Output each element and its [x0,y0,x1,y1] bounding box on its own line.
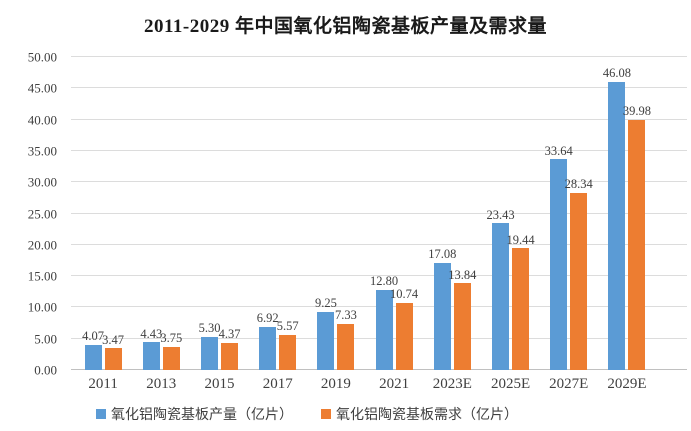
y-axis: 0.00 5.00 10.00 15.00 20.00 25.00 30.00 35.00 40… [0,51,63,377]
y-tick-label: 25.00 [27,206,57,221]
production-bar-2013: 4.43 [140,327,162,370]
gridline [71,118,687,120]
y-tick-label: 5.00 [34,331,57,347]
demand-bar-2027E: 28.34 [565,177,593,370]
demand-bar-2017: 5.57 [277,320,299,370]
bar-group-2011: 4.07 3.47 [74,57,132,370]
data-label: 4.07 [82,328,105,343]
y-tick-label: 50.00 [27,49,57,65]
x-tick-label: 2029E [607,376,647,392]
y-tick-label: 35.00 [27,143,57,159]
y-tick-label: 30.00 [27,174,57,190]
data-label: 6.92 [256,310,279,325]
demand-bar-2029E: 39.98 [623,104,651,370]
bar-group-2029E: 46.08 39.98 [598,57,656,370]
gridline [71,181,687,183]
plot-area: 4.07 3.47 4.43 3.75 5.30 4.37 6.92 5.57 9.25 7.33… [71,56,687,370]
data-label: 12.80 [370,274,399,289]
demand-bar-2015: 4.37 [219,327,240,370]
y-tick-label: 20.00 [27,237,57,253]
legend-item: 氧化铝陶瓷基板需求（亿片） [321,404,518,424]
bar-group-2017: 6.92 5.57 [249,57,307,370]
legend-swatch [321,409,331,419]
y-tick-label: 40.00 [27,112,57,128]
bars-layer: 4.07 3.47 4.43 3.75 5.30 4.37 6.92 5.57 9.25 7.33… [74,57,656,370]
gridline [71,87,687,89]
production-bar-2029E: 46.08 [603,66,631,370]
gridline [71,56,687,57]
bar-group-2013: 4.43 3.75 [132,57,190,370]
production-bar-2021: 12.80 [370,274,398,370]
x-tick-label: 2025E [490,376,531,392]
production-bar-2015: 5.30 [199,321,220,370]
y-tick-label: 10.00 [27,299,57,315]
x-tick-label: 2019 [320,376,351,392]
demand-bar-2019: 7.33 [335,309,357,370]
x-tick-label: 2017 [262,376,293,392]
x-tick-label: 2027E [549,376,589,392]
bar-group-2021: 12.80 10.74 [365,57,423,370]
data-label: 13.84 [448,267,477,282]
y-tick-label: 45.00 [27,80,57,96]
legend-label: 氧化铝陶瓷基板需求（亿片） [336,408,518,423]
x-tick-label: 2023E [432,376,472,392]
data-label: 33.64 [544,143,573,158]
y-tick-label: 15.00 [27,268,57,284]
demand-bar-2013: 3.75 [160,331,182,370]
data-label: 23.43 [486,207,515,222]
production-bar-2023E: 17.08 [428,248,456,370]
data-label: 39.98 [622,103,651,118]
x-tick-label: 2015 [204,376,235,392]
gridline [71,212,687,214]
legend-label: 氧化铝陶瓷基板产量（亿片） [111,408,293,423]
bar-group-2027E: 33.64 28.34 [540,57,598,370]
production-bar-2011: 4.07 [82,329,104,370]
production-bar-2017: 6.92 [257,311,279,370]
y-tick-label: 0.00 [34,362,57,378]
legend-item: 氧化铝陶瓷基板产量（亿片） [96,404,293,424]
production-bar-2025E: 23.43 [486,208,515,370]
data-label: 19.44 [506,232,535,247]
demand-bar-2023E: 13.84 [448,268,476,370]
bar-group-2025E: 23.43 19.44 [481,57,539,370]
data-label: 3.75 [160,330,183,345]
demand-bar-2021: 10.74 [390,287,418,370]
chart-title: 2011-2029 年中国氧化铝陶瓷基板产量及需求量 [143,16,548,37]
data-label: 28.34 [564,176,593,191]
x-axis: 2011 2013 2015 2017 2019 2021 2023E 2025E 2027E 2… [74,376,656,393]
data-label: 3.47 [102,332,125,347]
legend: 氧化铝陶瓷基板产量（亿片） 氧化铝陶瓷基板需求（亿片） [96,404,518,424]
data-label: 5.57 [276,319,299,334]
gridline [71,275,687,277]
data-label: 46.08 [602,65,631,80]
gridline [71,149,687,151]
bar-group-2023E: 17.08 13.84 [423,57,481,370]
production-bar-2027E: 33.64 [545,144,573,370]
data-label: 7.33 [334,308,357,323]
demand-bar-2011: 3.47 [102,333,124,370]
x-tick-label: 2013 [146,376,177,392]
bar-group-2015: 5.30 4.37 [190,57,248,370]
x-tick-label: 2021 [379,376,410,392]
data-label: 4.43 [140,326,163,341]
data-label: 5.30 [198,321,221,336]
data-label: 17.08 [428,247,457,262]
bar-group-2019: 9.25 7.33 [307,57,365,370]
x-tick-label: 2011 [88,376,118,392]
data-label: 4.37 [218,326,241,341]
production-bar-2019: 9.25 [315,297,337,370]
demand-bar-2025E: 19.44 [506,233,535,370]
legend-swatch [96,409,106,419]
data-label: 10.74 [390,287,419,302]
data-label: 9.25 [314,296,337,311]
gridline [71,243,687,245]
